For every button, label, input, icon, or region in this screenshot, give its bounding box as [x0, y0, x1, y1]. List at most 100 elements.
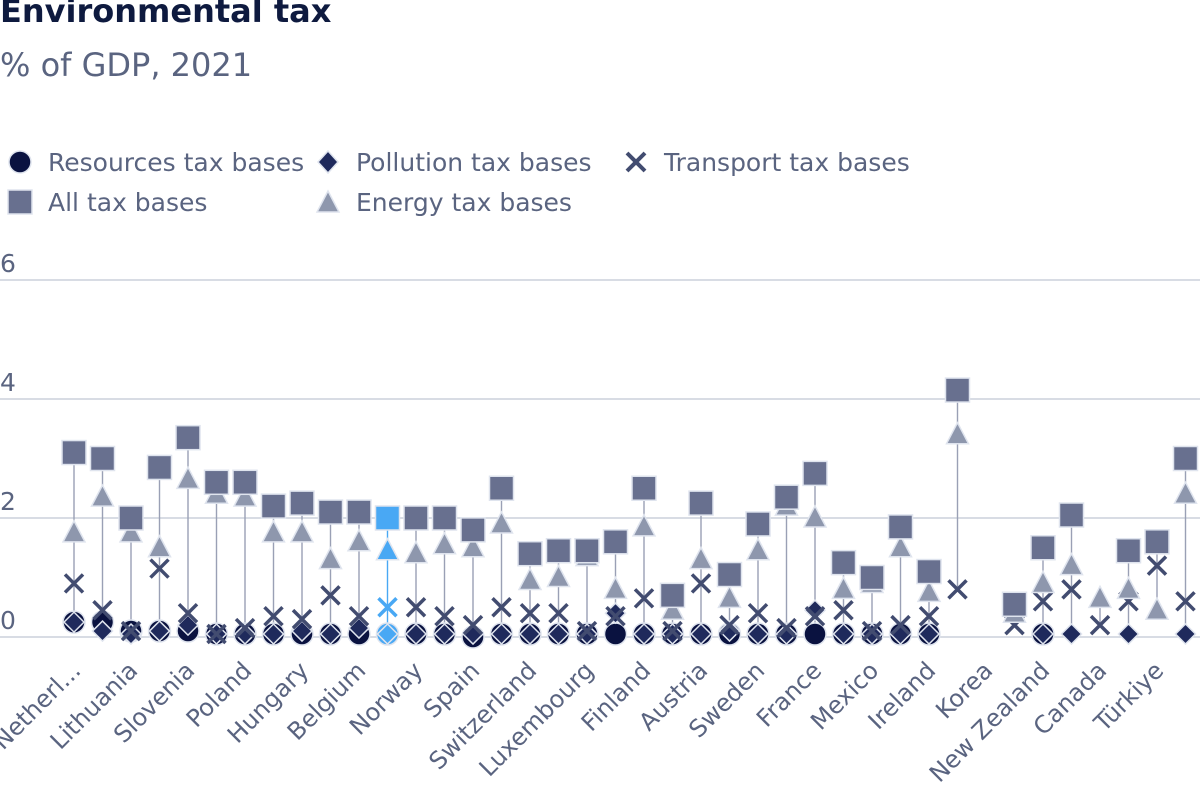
legend-item-pollution[interactable]: Pollution tax bases [308, 142, 592, 182]
pollution-point [91, 619, 114, 643]
energy-point [546, 563, 571, 588]
all-point [203, 469, 230, 496]
all-point [346, 499, 372, 525]
energy-point [147, 534, 172, 558]
y-tick-label: 6 [0, 249, 16, 278]
energy-point [916, 578, 942, 603]
all-point [944, 377, 971, 403]
diamond-marker-icon [316, 149, 340, 175]
chart-title: Environmental tax [0, 0, 332, 30]
pollution-point [746, 622, 770, 646]
all-point [260, 493, 287, 519]
energy-point [289, 519, 315, 543]
transport-point [434, 605, 455, 627]
cross-marker-icon [625, 151, 647, 173]
legend-item-transport[interactable]: Transport tax bases [616, 142, 910, 182]
energy-point [802, 504, 828, 528]
pollution-point [376, 622, 399, 646]
energy-point [1173, 480, 1198, 504]
pollution-point [1060, 622, 1083, 646]
legend-item-energy[interactable]: Energy tax bases [308, 182, 572, 222]
transport-point [1032, 591, 1054, 612]
all-point [89, 445, 116, 472]
transport-point [605, 605, 626, 627]
transport-point [719, 614, 740, 636]
transport-point [1146, 555, 1168, 576]
energy-point [603, 575, 628, 600]
energy-point [403, 540, 429, 564]
pollution-point [62, 611, 86, 634]
transport-point [1089, 614, 1111, 636]
all-point [175, 424, 201, 451]
pollution-point [860, 622, 884, 646]
all-point [1172, 445, 1199, 472]
energy-point [1087, 584, 1113, 609]
transport-point [462, 614, 484, 636]
all-point [1058, 502, 1085, 528]
energy-point [945, 421, 970, 445]
legend-label-all: All tax bases [48, 187, 208, 217]
transport-point [92, 599, 113, 621]
pollution-point [775, 622, 798, 646]
all-point [745, 511, 771, 537]
transport-point [861, 620, 883, 642]
all-point [1030, 535, 1056, 561]
energy-point [1144, 596, 1170, 620]
triangle-marker-icon [315, 189, 341, 213]
chart-subtitle: % of GDP, 2021 [0, 46, 253, 84]
all-point [488, 475, 515, 501]
all-point [232, 469, 258, 496]
pollution-point [233, 622, 257, 646]
energy-point [660, 596, 685, 620]
transport-point [548, 602, 569, 624]
energy-point [318, 546, 343, 570]
transport-point [377, 597, 398, 618]
resources-point [803, 622, 827, 646]
transport-point [291, 608, 313, 630]
pollution-point [575, 622, 599, 646]
all-point [374, 505, 401, 531]
all-point [716, 561, 743, 588]
all-point [602, 529, 629, 555]
legend: Resources tax bases Pollution tax bases … [0, 140, 1200, 230]
energy-point [118, 519, 144, 543]
transport-point [747, 602, 769, 624]
all-point [1001, 591, 1028, 618]
transport-point [405, 597, 427, 618]
energy-point [717, 584, 742, 609]
all-point [887, 514, 914, 540]
energy-point [232, 483, 258, 507]
transport-point [1175, 591, 1196, 612]
energy-point [261, 519, 286, 543]
pollution-point [803, 599, 827, 622]
all-point [631, 475, 657, 501]
pollution-point [547, 622, 570, 646]
transport-point [633, 588, 655, 609]
all-point [545, 537, 572, 564]
transport-point [177, 602, 199, 624]
energy-point [831, 575, 856, 600]
all-point [916, 558, 942, 585]
legend-item-all[interactable]: All tax bases [0, 182, 207, 222]
all-point [802, 460, 828, 487]
energy-point [745, 537, 771, 561]
all-point [146, 454, 173, 481]
legend-item-resources[interactable]: Resources tax bases [0, 142, 304, 182]
category-label-layer: Netherl...LithuaniaSloveniaPolandHungary… [0, 656, 1169, 787]
transport-point [149, 558, 170, 579]
legend-label-resources: Resources tax bases [48, 147, 305, 177]
pollution-point [433, 622, 456, 646]
transport-point [776, 617, 797, 639]
transport-point [206, 623, 227, 645]
pollution-point [262, 622, 285, 646]
marker-layer [61, 377, 1199, 649]
all-point [1115, 537, 1142, 564]
transport-point [662, 620, 683, 642]
all-point [859, 564, 885, 591]
pollution-point [661, 622, 684, 646]
transport-point [918, 605, 940, 627]
energy-point [346, 528, 372, 552]
pollution-point [689, 622, 713, 646]
all-point [517, 540, 543, 567]
transport-point [263, 605, 284, 627]
